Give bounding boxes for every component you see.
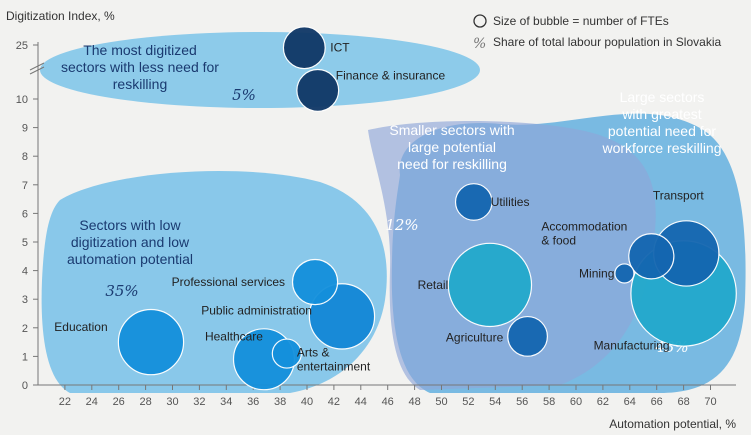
x-tick-label: 68 — [677, 396, 689, 408]
y-tick-label: 7 — [22, 180, 28, 192]
percent-legend-icon: % — [473, 36, 486, 52]
x-tick-label: 30 — [166, 396, 178, 408]
x-tick-label: 34 — [220, 396, 232, 408]
x-tick-label: 62 — [597, 396, 609, 408]
legend: Size of bubble = number of FTEs % Share … — [473, 14, 721, 52]
ticks: 22 24 26 28 30 32 34 36 38 40 42 44 46 48 50 52 54 56 58 60… — [16, 40, 717, 408]
y-tick-label: 4 — [22, 266, 28, 278]
y-tick-label: 10 — [16, 94, 28, 106]
y-tick-label: 3 — [22, 294, 28, 306]
y-tick-label: 2 — [22, 323, 28, 335]
cluster-share-smaller-sectors: 12% — [385, 216, 418, 234]
y-tick-label: 0 — [22, 380, 28, 392]
legend-share: Share of total labour population in Slov… — [493, 35, 721, 49]
x-tick-label: 24 — [86, 396, 98, 408]
bubble-label-arts-entertainment: Arts & entertainment — [297, 346, 371, 374]
cluster-title-large-sectors: Large sectors with greatest potential need… — [601, 89, 721, 156]
bubbles — [117, 26, 737, 391]
x-tick-label: 42 — [328, 396, 340, 408]
cluster-title-low-digitization: Sectors with low digitization and low auto… — [67, 217, 193, 267]
bubble-label-professional-services: Professional services — [172, 275, 285, 289]
bubble-label-agriculture: Agriculture — [446, 330, 504, 344]
x-axis-title: Automation potential, % — [609, 417, 736, 431]
cluster-title-most-digitized: The most digitized sectors with less need… — [61, 42, 219, 92]
x-tick-label: 40 — [301, 396, 313, 408]
x-tick-label: 32 — [193, 396, 205, 408]
y-tick-label: 5 — [22, 237, 28, 249]
bubble-label-transport: Transport — [653, 188, 705, 202]
y-axis-break — [29, 62, 45, 75]
bubble-label-manufacturing: Manufacturing — [594, 338, 670, 352]
bubble-label-accommodation-food: Accommodation & food — [541, 219, 627, 247]
x-tick-label: 66 — [651, 396, 663, 408]
x-tick-label: 60 — [570, 396, 582, 408]
cluster-share-most-digitized: 5% — [232, 86, 256, 104]
x-tick-label: 64 — [624, 396, 636, 408]
bubble-label-retail: Retail — [418, 278, 449, 292]
x-tick-label: 52 — [462, 396, 474, 408]
bubble-label-utilities: Utilities — [491, 195, 530, 209]
y-tick-label: 6 — [22, 208, 28, 220]
bubble-arts-entertainment — [271, 338, 302, 369]
cluster-title-smaller-sectors: Smaller sectors with large potential need … — [389, 122, 514, 172]
y-tick-label: 1 — [22, 351, 28, 363]
x-tick-label: 38 — [274, 396, 286, 408]
bubble-labels: ICT Finance & insurance Professional servi… — [54, 41, 704, 374]
x-tick-label: 28 — [139, 396, 151, 408]
bubble-professional-services — [291, 258, 339, 306]
bubble-size-legend-icon — [473, 14, 487, 28]
y-tick-label: 9 — [22, 123, 28, 135]
legend-bubble-size: Size of bubble = number of FTEs — [493, 14, 669, 28]
x-tick-label: 50 — [435, 396, 447, 408]
bubble-ict — [282, 26, 326, 70]
x-tick-label: 58 — [543, 396, 555, 408]
x-tick-label: 48 — [408, 396, 420, 408]
bubble-label-ict: ICT — [330, 41, 350, 55]
x-tick-label: 36 — [247, 396, 259, 408]
x-tick-label: 56 — [516, 396, 528, 408]
x-tick-label: 22 — [59, 396, 71, 408]
x-tick-label: 26 — [113, 396, 125, 408]
bubble-agriculture — [507, 315, 548, 357]
cluster-share-low-digitization: 35% — [105, 282, 138, 300]
bubble-finance-insurance — [296, 68, 340, 112]
bubble-label-public-administration: Public administration — [201, 303, 312, 317]
x-tick-label: 70 — [704, 396, 716, 408]
y-tick-label: 8 — [22, 151, 28, 163]
cluster-region-most-digitized — [40, 32, 480, 108]
bubble-education — [117, 308, 185, 376]
bubble-label-mining: Mining — [579, 266, 614, 280]
bubble-mining — [614, 263, 635, 284]
y-tick-label: 25 — [16, 40, 28, 52]
bubble-retail — [447, 242, 533, 328]
x-tick-label: 44 — [355, 396, 367, 408]
bubble-utilities — [454, 183, 493, 221]
bubble-label-finance-insurance: Finance & insurance — [336, 68, 446, 82]
bubble-accommodation-food — [628, 233, 675, 280]
bubble-label-healthcare: Healthcare — [205, 329, 263, 343]
bubble-label-education: Education — [54, 320, 107, 334]
x-tick-label: 46 — [382, 396, 394, 408]
x-tick-label: 54 — [489, 396, 501, 408]
y-axis-title: Digitization Index, % — [6, 9, 115, 23]
